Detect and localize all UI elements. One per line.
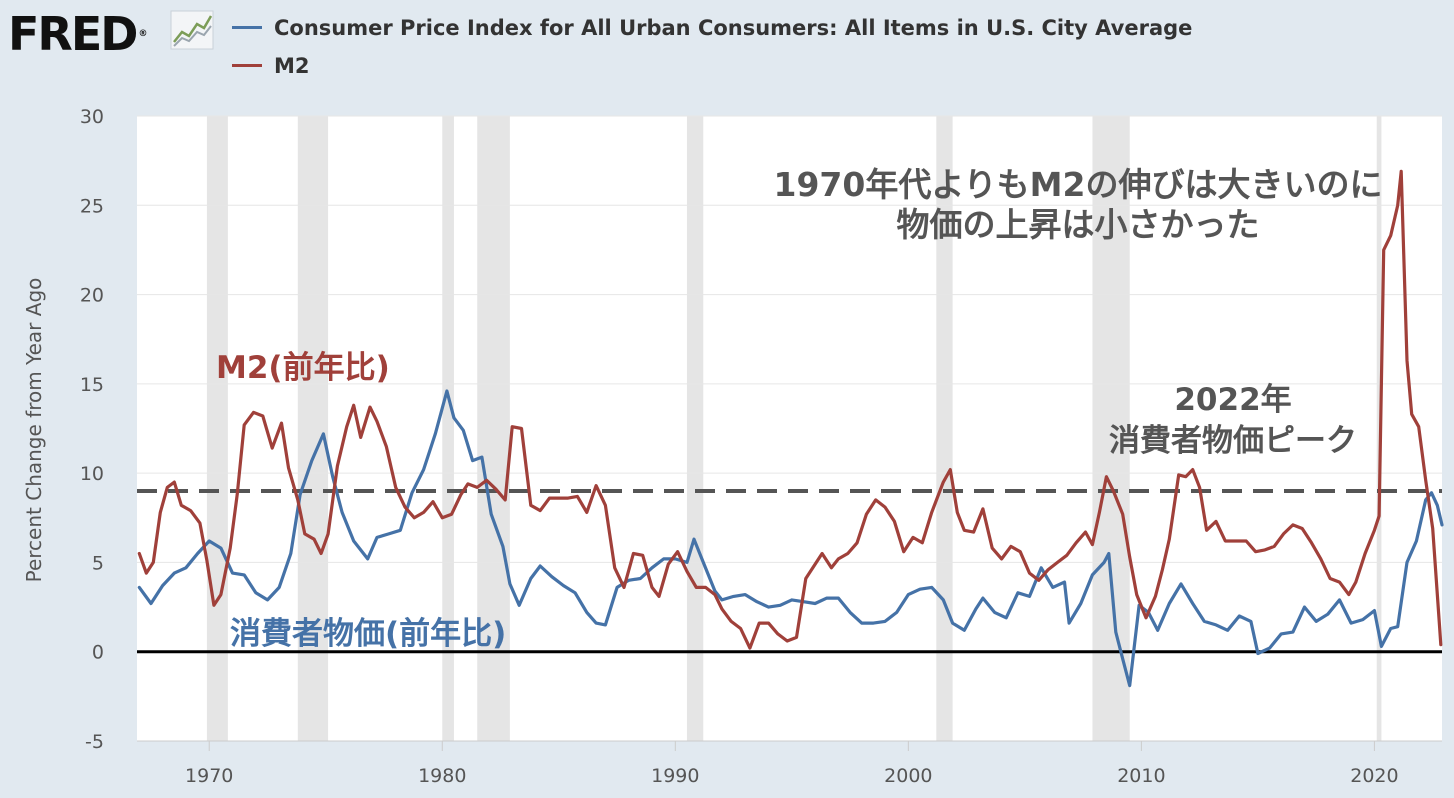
line-graph-icon	[170, 10, 214, 50]
recession-band-2	[442, 116, 454, 741]
reference-lines	[137, 489, 1442, 654]
legend-swatch-cpi	[232, 25, 262, 29]
annotation-m2-note-line1: 1970年代よりもM2の伸びは大きいのに	[774, 165, 1383, 204]
y-tick-label: 0	[92, 642, 104, 664]
recession-band-6	[1092, 116, 1130, 741]
legend-swatch-m2	[232, 63, 262, 67]
x-tick-label: 2020	[1350, 765, 1398, 787]
m2-series-line[interactable]	[137, 169, 1443, 650]
x-tick-label: 1980	[418, 765, 466, 787]
recession-band-4	[686, 116, 704, 741]
recession-band-0	[206, 116, 228, 741]
recession-band-3	[477, 116, 510, 741]
x-axis-ticks: 1970 1980 1990 2000 2010 2020	[137, 740, 1442, 787]
fred-logo-text: FRED	[8, 7, 138, 61]
y-tick-label: 15	[80, 374, 104, 396]
x-tick-label: 1990	[651, 765, 699, 787]
legend-item-m2[interactable]: M2	[232, 54, 310, 78]
plot-area	[137, 116, 1442, 741]
annotation-m2-label: M2(前年比)	[216, 350, 390, 386]
annotation-m2-note-line2: 物価の上昇は小さかった	[897, 205, 1260, 244]
annotation-peak-line2: 消費者物価ピーク	[1109, 423, 1357, 459]
recession-bands	[206, 116, 1382, 741]
y-tick-label: 25	[80, 195, 104, 217]
data-series	[137, 169, 1444, 688]
recession-band-5	[936, 116, 953, 741]
fred-logo[interactable]: FRED ®	[8, 4, 147, 64]
recession-band-1	[297, 116, 329, 741]
x-tick-label: 2010	[1117, 765, 1165, 787]
y-tick-label: -5	[85, 731, 104, 753]
x-tick-label: 2000	[884, 765, 932, 787]
legend-label-cpi: Consumer Price Index for All Urban Consu…	[274, 16, 1193, 40]
annotation-cpi-label: 消費者物価(前年比)	[230, 616, 506, 652]
y-tick-label: 10	[80, 463, 104, 485]
legend-label-m2: M2	[274, 54, 310, 78]
cpi-series-line[interactable]	[137, 389, 1444, 688]
y-tick-label: 5	[92, 552, 104, 574]
legend-item-cpi[interactable]: Consumer Price Index for All Urban Consu…	[232, 16, 1192, 40]
annotation-peak-line1: 2022年	[1174, 382, 1291, 418]
x-tick-label: 1970	[185, 765, 233, 787]
registered-mark: ®	[138, 29, 148, 39]
chart-header: FRED ® Consumer Price Index for All Urban…	[0, 0, 1454, 100]
y-tick-label: 30	[80, 106, 104, 128]
annotations: M2(前年比) 消費者物価(前年比) 1970年代よりもM2の伸びは大きいのに物価の…	[216, 165, 1383, 652]
y-tick-label: 20	[80, 285, 104, 307]
